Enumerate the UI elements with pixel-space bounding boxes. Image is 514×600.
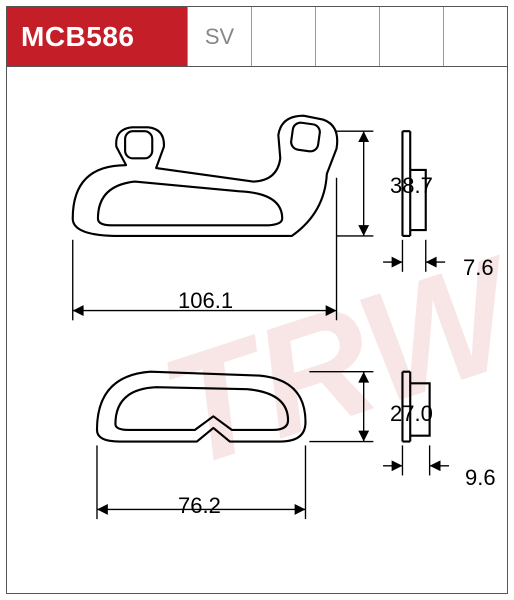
- label-top-width: 106.1: [178, 288, 233, 314]
- label-bottom-height: 27.0: [390, 401, 433, 427]
- top-pad-front: [73, 116, 337, 236]
- empty-cell-1: [251, 7, 315, 66]
- dim-top-height: [337, 131, 374, 236]
- part-number: MCB586: [21, 21, 134, 53]
- label-bottom-width: 76.2: [178, 493, 221, 519]
- dim-bottom-thickness: [383, 445, 449, 475]
- outer-frame: MCB586 SV TRW: [6, 6, 508, 594]
- part-number-box: MCB586: [7, 7, 187, 66]
- empty-cell-3: [379, 7, 443, 66]
- diagram-area: TRW: [13, 73, 501, 587]
- technical-drawing: [13, 73, 501, 587]
- empty-cell-2: [315, 7, 379, 66]
- header-cells: SV: [187, 7, 507, 66]
- label-top-thickness: 7.6: [463, 255, 494, 281]
- label-top-height: 38.7: [390, 173, 433, 199]
- empty-cell-4: [443, 7, 507, 66]
- dim-bottom-height: [309, 372, 373, 442]
- variant-label: SV: [205, 24, 234, 50]
- variant-cell: SV: [187, 7, 251, 66]
- dim-top-thickness: [383, 240, 445, 272]
- header-row: MCB586 SV: [7, 7, 507, 67]
- bottom-pad-front: [97, 372, 306, 442]
- label-bottom-thickness: 9.6: [465, 465, 496, 491]
